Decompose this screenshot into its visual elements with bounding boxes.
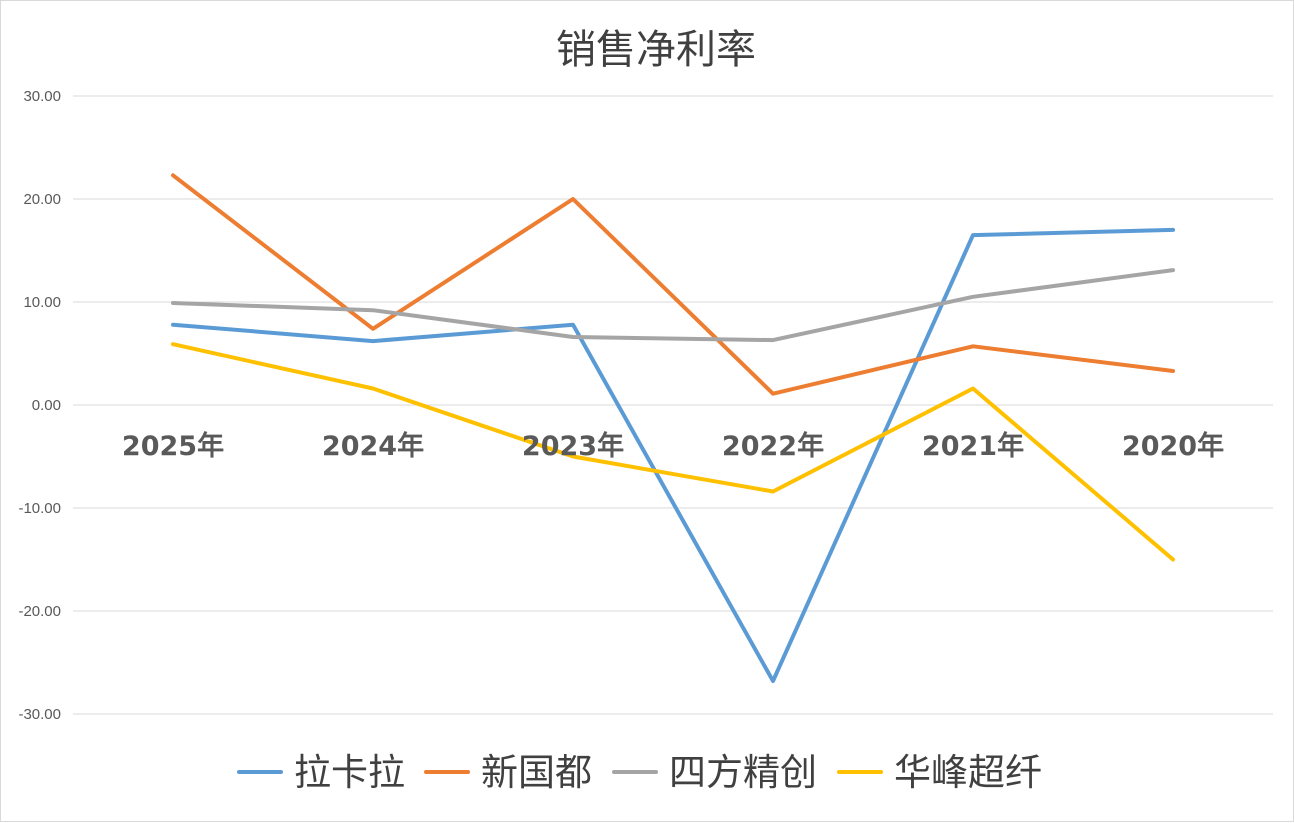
x-tick-label: 2021年	[922, 430, 1024, 462]
y-axis-ticks: 30.00 20.00 10.00 0.00 -10.00 -20.00 -30.00	[18, 88, 61, 723]
legend: 拉卡拉 新国都 四方精创 华峰超纤	[237, 751, 1042, 794]
legend-label: 拉卡拉	[294, 751, 405, 794]
series-lines	[171, 173, 1175, 683]
grid-lines	[73, 95, 1273, 715]
x-tick-label: 2022年	[722, 430, 824, 462]
y-tick-label: -10.00	[18, 500, 61, 517]
series-line-新国都	[171, 173, 1175, 396]
y-tick-label: 20.00	[23, 191, 61, 208]
y-tick-label: 30.00	[23, 88, 61, 105]
series-line-华峰超纤	[171, 342, 1175, 562]
series-line-四方精创	[171, 268, 1175, 343]
x-tick-label: 2024年	[322, 430, 424, 462]
x-tick-label: 2023年	[522, 430, 624, 462]
x-tick-label: 2020年	[1122, 430, 1224, 462]
series-line-拉卡拉	[171, 227, 1175, 683]
x-axis-ticks: 2025年 2024年 2023年 2022年 2021年 2020年	[122, 430, 1224, 462]
legend-label: 四方精创	[669, 751, 817, 794]
chart-title: 销售净利率	[556, 27, 756, 73]
y-tick-label: -30.00	[18, 706, 61, 723]
legend-label: 华峰超纤	[894, 751, 1042, 794]
y-tick-label: 10.00	[23, 294, 61, 311]
y-tick-label: 0.00	[32, 397, 61, 414]
y-tick-label: -20.00	[18, 603, 61, 620]
x-tick-label: 2025年	[122, 430, 224, 462]
legend-label: 新国都	[481, 751, 592, 794]
